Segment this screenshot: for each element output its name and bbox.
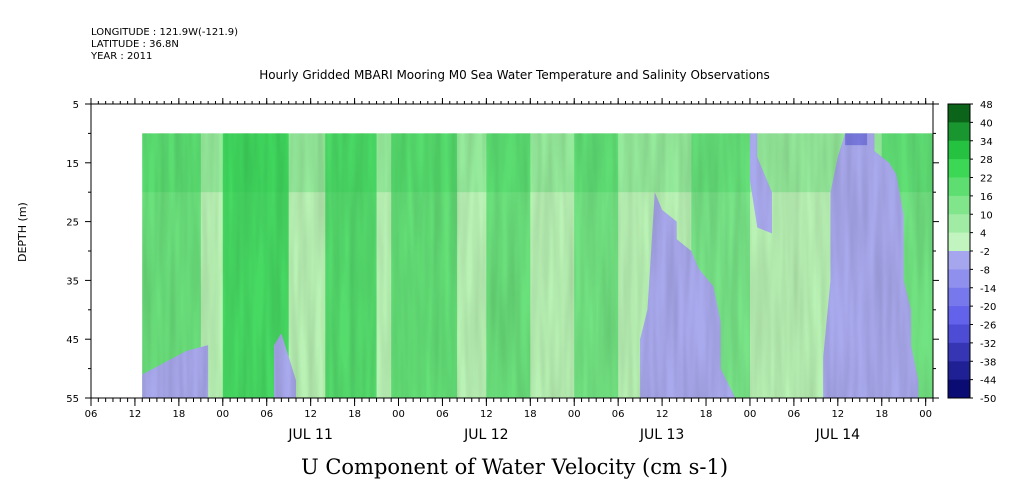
y-tick-label: 55 [66,394,79,405]
colorbar-label: -14 [980,284,996,295]
colorbar-label: 40 [980,118,993,129]
colorbar-label: 28 [980,155,993,166]
chart-title: Hourly Gridded MBARI Mooring M0 Sea Wate… [259,68,770,82]
colorbar-label: -2 [980,247,990,258]
x-tick-label: 00 [392,409,405,420]
latitude-label: LATITUDE : 36.8N [91,39,179,50]
y-tick-label: 25 [66,218,79,229]
x-tick-label: 18 [700,409,713,420]
colorbar-swatch [948,361,970,381]
x-tick-label: 12 [831,409,844,420]
colorbar-label: 16 [980,192,993,203]
colorbar-swatch [948,251,970,270]
y-tick-label: 45 [66,335,79,346]
x-tick-label: 00 [568,409,581,420]
colorbar-swatch [948,287,970,307]
colorbar-swatch [948,306,970,325]
axes: 5 15 25 35 45 55 06 12 18 00 06 12 18 00 06 12 18 00 06 12 1… [66,98,939,443]
y-tick-label: 35 [66,276,79,287]
x-tick-label: 06 [436,409,449,420]
x-tick-label: 12 [129,409,142,420]
plot-area [142,133,933,398]
colorbar-label: -44 [980,376,996,387]
x-day-label: JUL 12 [463,427,508,443]
x-tick-label: 06 [85,409,98,420]
x-tick-label: 00 [216,409,229,420]
colorbar-label: -32 [980,339,996,350]
colorbar-swatch [948,342,970,362]
x-tick-label: 12 [656,409,669,420]
colorbar: 48 40 34 28 22 16 10 4 -2 -8 -14 -20 -26 -32 -38 -44 -50 [947,100,996,405]
x-tick-label: 06 [788,409,801,420]
x-day-label: JUL 11 [287,427,332,443]
x-tick-label: 12 [480,409,493,420]
colorbar-swatch [948,140,970,160]
year-label: YEAR : 2011 [91,51,153,62]
colorbar-label: -8 [980,265,990,276]
colorbar-label: 10 [980,210,993,221]
x-tick-label: 18 [875,409,888,420]
colorbar-swatch [948,122,970,142]
colorbar-swatch [948,104,970,123]
colorbar-swatch [948,177,970,197]
x-tick-label: 18 [172,409,185,420]
longitude-label: LONGITUDE : 121.9W(-121.9) [91,27,238,38]
colorbar-label: -38 [980,357,996,368]
colorbar-swatch [948,195,970,215]
streak-texture [142,133,933,398]
x-tick-label: 06 [612,409,625,420]
x-tick-label: 12 [304,409,317,420]
colorbar-label: 22 [980,174,993,185]
colorbar-swatch [948,379,970,399]
x-tick-label: 18 [348,409,361,420]
colorbar-label: 34 [980,137,993,148]
colorbar-swatch [948,269,970,289]
colorbar-label: -50 [980,394,996,405]
x-day-label: JUL 13 [639,427,684,443]
colorbar-label: 4 [980,229,986,240]
colorbar-swatch [948,214,970,234]
colorbar-label: 48 [980,100,993,111]
y-tick-label: 5 [73,100,79,111]
colorbar-swatch [948,324,970,344]
colorbar-label: -26 [980,321,996,332]
x-day-label: JUL 14 [815,427,861,443]
x-tick-label: 18 [524,409,537,420]
y-tick-label: 15 [66,159,79,170]
x-tick-label: 00 [744,409,757,420]
x-axis-title: U Component of Water Velocity (cm s-1) [300,455,729,479]
colorbar-swatch [948,232,970,252]
colorbar-label: -20 [980,302,996,313]
colorbar-swatch [948,159,970,178]
x-tick-label: 00 [919,409,932,420]
x-tick-label: 06 [260,409,273,420]
